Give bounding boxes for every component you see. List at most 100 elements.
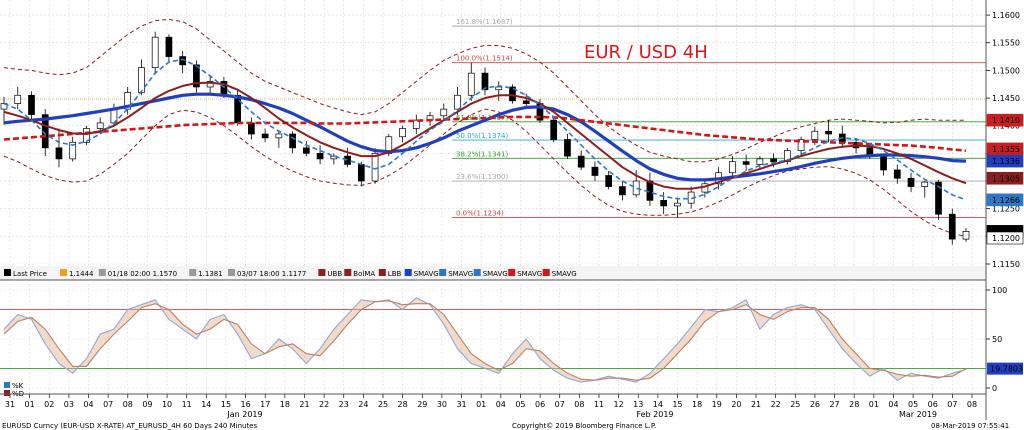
price-tag xyxy=(986,171,1024,185)
x-tick-label: 08 xyxy=(967,400,977,409)
legend-label: SMAVG xyxy=(483,270,508,278)
x-tick-label: 17 xyxy=(260,400,270,409)
series-line-smavg xyxy=(3,81,967,190)
month-label: Jan 2019 xyxy=(226,410,262,419)
candle-body xyxy=(674,202,681,207)
legend-label: 01/18 02:00 1.1570 xyxy=(108,270,177,278)
candle-body xyxy=(261,133,269,139)
x-tick-label: 15 xyxy=(221,400,231,409)
candle-body xyxy=(41,114,49,149)
candle-body xyxy=(756,158,764,165)
candle-body xyxy=(412,119,420,129)
legend-swatch xyxy=(228,269,235,276)
x-tick-label: 06 xyxy=(928,400,938,409)
x-tick-label: 26 xyxy=(810,400,820,409)
candle-body xyxy=(481,72,489,91)
fib-level-label: 100.0%(1.1514) xyxy=(456,55,513,63)
y-tick-label: 1.1550 xyxy=(992,39,1020,48)
x-tick-label: 19 xyxy=(712,400,722,409)
y-tick-label: 1.1250 xyxy=(992,205,1020,214)
legend-swatch xyxy=(189,269,197,276)
x-tick-label: 18 xyxy=(692,400,702,409)
x-tick-label: 14 xyxy=(201,400,211,409)
fib-level-label: 0.0%(1.1234) xyxy=(456,210,504,218)
series-line-smavg xyxy=(3,115,967,152)
price-tag xyxy=(986,113,1024,127)
candle-body xyxy=(69,141,77,160)
candle-body xyxy=(619,186,626,196)
candle-body xyxy=(591,166,599,176)
footer-timestamp: 08-Mar-2019 07:55:41 xyxy=(931,422,1009,430)
bollinger-bands xyxy=(3,19,967,237)
x-tick-label: 09 xyxy=(142,400,152,409)
price-tag-label: 1.1410 xyxy=(992,116,1020,125)
candle-body xyxy=(454,94,461,110)
x-tick-label: 15 xyxy=(672,400,682,409)
legend-strip xyxy=(0,266,986,280)
osc-line-k xyxy=(3,297,967,383)
legend-label: 03/07 18:00 1.1177 xyxy=(237,270,306,278)
x-tick-label: 25 xyxy=(790,400,800,409)
legend-swatch xyxy=(542,269,550,276)
legend-label: SMAVG xyxy=(448,270,473,278)
osc-value-tag-label: 19.7803 xyxy=(990,365,1023,374)
x-tick-label: 04 xyxy=(496,400,506,409)
x-tick-label: 02 xyxy=(44,400,54,409)
fib-level-label: 161.8%(1.1687) xyxy=(456,18,513,26)
candle-body xyxy=(55,147,63,160)
y-axis: 1.16001.15501.15001.14501.14001.13501.13… xyxy=(986,11,1024,393)
candle-body xyxy=(138,67,145,93)
x-tick-label: 07 xyxy=(103,400,113,409)
x-tick-label: 14 xyxy=(653,400,663,409)
candle-body xyxy=(522,100,530,104)
footer-copyright: Copyright© 2019 Bloomberg Finance L.P. xyxy=(512,422,656,430)
candle-body xyxy=(357,164,365,182)
price-tag-label: 1.1336 xyxy=(992,157,1020,166)
candle-body xyxy=(509,86,516,102)
legend-label: 1.1381 xyxy=(198,270,223,278)
price-tag xyxy=(986,231,1024,245)
candle-body xyxy=(193,64,200,88)
x-tick-label: 07 xyxy=(555,400,565,409)
y-tick-label: 1.1450 xyxy=(992,94,1020,103)
x-tick-label: 11 xyxy=(182,400,192,409)
osc-y-tick-label: 100 xyxy=(992,286,1007,295)
candle-body xyxy=(550,119,558,140)
candle-body xyxy=(206,81,214,88)
x-tick-label: 06 xyxy=(535,400,545,409)
x-tick-label: 28 xyxy=(398,400,408,409)
candle-body xyxy=(234,94,241,124)
candle-body xyxy=(605,175,613,187)
osc-y-tick-label: 50 xyxy=(992,335,1002,344)
x-tick-label: 01 xyxy=(25,400,35,409)
x-tick-label: 05 xyxy=(515,400,525,409)
candle-body xyxy=(797,139,805,151)
month-label: Feb 2019 xyxy=(636,410,673,419)
legend-swatch xyxy=(439,269,447,276)
moving-averages xyxy=(3,58,967,201)
series-line-smavg xyxy=(3,92,967,182)
candle-body xyxy=(632,180,640,196)
legend-swatch xyxy=(60,269,67,276)
legend-label: SMAVG xyxy=(414,270,439,278)
legend-swatch xyxy=(318,269,326,276)
candle-body xyxy=(825,130,832,135)
candle-body xyxy=(385,136,393,154)
series-line-lbb xyxy=(3,108,967,237)
legend-swatch xyxy=(508,269,516,276)
legend: Last Price 1.1444 01/18 02:00 1.1570 1.1381… xyxy=(4,269,577,398)
candle-body xyxy=(151,36,159,68)
fib-level-label: 23.6%(1.1300) xyxy=(456,173,508,181)
legend-swatch xyxy=(344,269,352,276)
candle-body xyxy=(399,128,406,138)
fib-level-label: 50.0%(1.1374) xyxy=(456,132,508,140)
candle-body xyxy=(179,56,187,66)
candle-body xyxy=(14,94,22,104)
legend-swatch xyxy=(4,269,11,276)
osc-legend-label: %K xyxy=(12,382,24,390)
x-tick-label: 24 xyxy=(358,400,368,409)
candle-body xyxy=(893,169,901,179)
x-tick-label: 11 xyxy=(594,400,604,409)
osc-value-tag xyxy=(987,362,1023,375)
